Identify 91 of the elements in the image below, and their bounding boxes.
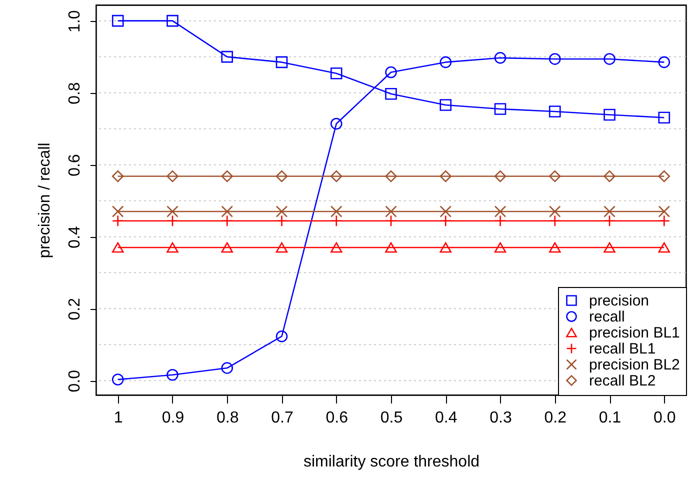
point <box>658 56 670 68</box>
point <box>221 170 234 182</box>
point <box>494 214 506 227</box>
point <box>166 242 178 253</box>
point <box>440 99 452 111</box>
point <box>221 214 234 227</box>
point <box>440 170 452 182</box>
point <box>385 206 397 218</box>
point <box>604 214 616 227</box>
point <box>276 214 288 227</box>
point <box>330 67 342 80</box>
point <box>440 242 452 253</box>
point <box>330 214 342 227</box>
legend-label: recall BL1 <box>589 340 656 358</box>
x-tick-label: 0.2 <box>544 410 567 426</box>
point <box>494 242 506 253</box>
x-tick-label: 0.4 <box>435 410 458 426</box>
x-tick-label: 0.8 <box>216 410 239 426</box>
point <box>604 170 616 182</box>
x-tick-label: 0.9 <box>162 410 184 426</box>
point <box>112 214 124 227</box>
legend-label: precision <box>589 292 650 310</box>
point <box>330 170 342 182</box>
point <box>440 206 452 218</box>
point <box>221 242 234 253</box>
point <box>494 206 506 218</box>
point <box>112 374 124 386</box>
x-tick-label: 0.3 <box>490 410 512 426</box>
point <box>276 56 288 68</box>
y-tick-label: 0.2 <box>66 298 84 320</box>
y-tick-label: 0.6 <box>66 154 84 176</box>
x-tick-label: 1 <box>114 410 123 426</box>
point <box>112 206 124 218</box>
point <box>548 170 561 182</box>
x-tick-label: 0.5 <box>380 410 403 426</box>
point <box>494 170 506 182</box>
point <box>385 88 397 100</box>
point <box>276 206 288 218</box>
x-tick-label: 0.7 <box>271 410 294 426</box>
point <box>548 206 561 218</box>
point <box>385 214 397 227</box>
y-axis-title: precision / recall <box>36 142 54 258</box>
point <box>548 214 561 227</box>
point <box>604 108 616 121</box>
point <box>604 242 616 253</box>
point <box>221 50 234 63</box>
point <box>166 206 178 218</box>
x-tick-label: 0.0 <box>654 410 676 426</box>
point <box>166 368 178 381</box>
y-tick-label: 0.8 <box>66 82 84 104</box>
point <box>385 66 397 78</box>
point <box>658 242 670 253</box>
point <box>112 242 124 253</box>
legend-label: precision BL1 <box>589 324 680 342</box>
point <box>330 118 342 130</box>
point <box>494 103 506 115</box>
point <box>112 170 124 182</box>
x-tick-label: 0.1 <box>598 410 622 426</box>
point <box>440 214 452 227</box>
point <box>276 330 288 342</box>
y-tick-label: 1.0 <box>66 10 84 32</box>
point <box>494 52 506 64</box>
point <box>112 14 124 27</box>
point <box>658 206 670 218</box>
legend-label: recall <box>589 308 625 326</box>
legend-label: precision BL2 <box>589 356 680 374</box>
point <box>440 56 452 68</box>
point <box>276 170 288 182</box>
point <box>604 206 616 218</box>
point <box>221 206 234 218</box>
point <box>385 242 397 253</box>
point <box>548 242 561 253</box>
point <box>276 242 288 253</box>
point <box>166 214 178 227</box>
legend-label: recall BL2 <box>589 372 656 390</box>
x-axis-title: similarity score threshold <box>303 454 480 470</box>
point <box>548 106 561 118</box>
x-tick-label: 0.6 <box>326 410 348 426</box>
point <box>658 112 670 124</box>
y-tick-label: 0.0 <box>66 370 84 392</box>
point <box>604 53 616 65</box>
point <box>658 214 670 227</box>
point <box>330 242 342 253</box>
y-tick-label: 0.4 <box>66 226 84 248</box>
point <box>385 170 397 182</box>
point <box>658 170 670 182</box>
point <box>330 206 342 218</box>
point <box>221 362 234 374</box>
point <box>166 14 178 27</box>
point <box>166 170 178 182</box>
point <box>548 53 561 65</box>
